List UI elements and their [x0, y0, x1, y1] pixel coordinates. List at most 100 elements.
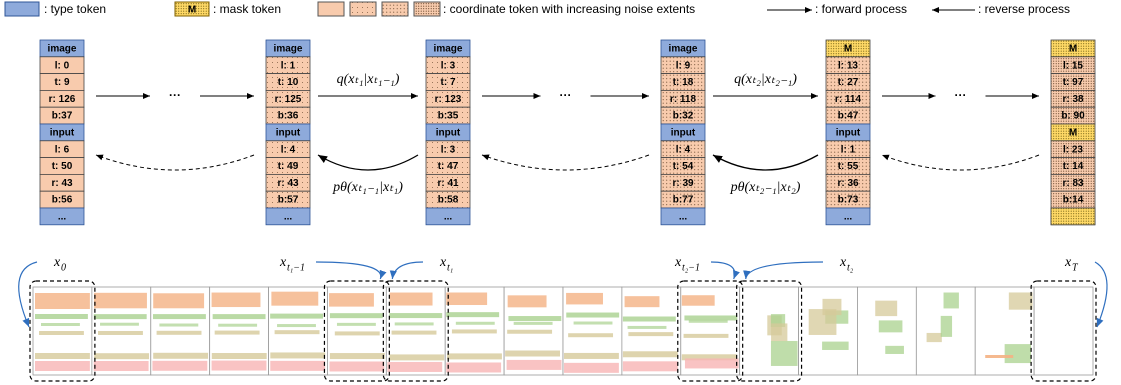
layout-box — [822, 341, 849, 350]
token-text: b:56 — [52, 195, 73, 206]
layout-box — [152, 314, 206, 320]
token-text: input — [671, 128, 696, 139]
state-subscript: t₁−1 — [287, 262, 305, 273]
layout-box — [684, 358, 739, 369]
layout-box — [211, 360, 267, 371]
reverse-label: pθ(xₜ₂₋₁|xₜ₂) — [730, 180, 801, 195]
legend-text: : coordinate token with increasing noise… — [443, 2, 695, 16]
layout-box — [568, 333, 614, 338]
reverse-arrow — [881, 154, 1040, 171]
state-subscript: 0 — [61, 262, 66, 273]
token-text: l: 3 — [441, 144, 456, 155]
token-text: t: 54 — [673, 161, 694, 172]
token — [425, 207, 471, 226]
layout-box — [100, 322, 139, 326]
layout-box — [681, 295, 715, 306]
token-text: l: 0 — [55, 60, 70, 71]
token-text: t: 47 — [438, 161, 459, 172]
layout-box — [159, 323, 199, 327]
layout-box — [39, 331, 84, 335]
token-text: ... — [284, 212, 293, 223]
layout-box — [211, 292, 261, 308]
token-text: image — [669, 44, 698, 55]
layout-box — [566, 292, 603, 305]
token-text: l: 23 — [1063, 144, 1083, 155]
layout-box — [627, 325, 667, 329]
layout-box — [878, 320, 903, 333]
layout-box — [211, 353, 267, 360]
token-text: l: 13 — [838, 60, 858, 71]
token-text: b:35 — [438, 111, 459, 122]
token — [825, 207, 871, 226]
layout-box — [334, 331, 380, 336]
layout-box — [389, 313, 443, 319]
layout-box — [389, 292, 433, 306]
token-text: t: 14 — [1063, 161, 1084, 172]
token-text: b:37 — [52, 111, 73, 122]
layout-box — [93, 361, 149, 372]
state-label: x — [839, 255, 847, 270]
token-column: Ml: 15 t: 97 r: 38 b: 90 Ml: 23 t: 14 r: 83 b:1… — [1050, 39, 1096, 226]
token-text: input — [50, 128, 75, 139]
ellipsis: ··· — [560, 88, 572, 102]
token — [265, 207, 311, 226]
state-label: x — [279, 255, 287, 270]
token-text: M — [1069, 128, 1077, 139]
token-text: l: 1 — [281, 60, 296, 71]
layout-box — [683, 333, 729, 338]
coord-swatch — [317, 1, 345, 17]
layout-panel — [1033, 286, 1094, 376]
layout-box — [218, 323, 258, 327]
connector-arrow — [710, 261, 740, 280]
layout-box — [387, 361, 443, 372]
token-text: r: 36 — [837, 178, 859, 189]
token-text: l: 9 — [676, 60, 691, 71]
layout-box — [446, 292, 488, 306]
token-text: l: 4 — [281, 144, 296, 155]
coord-swatch — [413, 1, 441, 17]
connector-arrow — [18, 261, 38, 328]
state-subscript: t₁ — [447, 262, 453, 273]
layout-box — [513, 321, 553, 325]
mask-swatch — [174, 1, 210, 17]
token-text: r: 123 — [435, 94, 462, 105]
coord-swatch — [349, 1, 377, 17]
token-text: t: 55 — [838, 161, 859, 172]
ellipsis: ··· — [169, 88, 181, 102]
state-label: x — [1064, 255, 1072, 270]
token-text: l: 1 — [841, 144, 856, 155]
layout-box — [35, 353, 90, 359]
layout-box — [771, 323, 788, 342]
connector-arrow — [389, 261, 424, 280]
token-text: b:73 — [838, 195, 859, 206]
token-text: b:77 — [673, 195, 694, 206]
layout-box — [508, 316, 562, 322]
token-text: ... — [844, 212, 853, 223]
token-text: r: 43 — [51, 178, 73, 189]
token-text: r: 126 — [49, 94, 76, 105]
layout-box — [455, 321, 495, 325]
token-text: t: 27 — [838, 77, 859, 88]
connector-arrow — [315, 261, 387, 280]
token-text: t: 9 — [55, 77, 70, 88]
token-text: b:58 — [438, 195, 459, 206]
layout-box — [394, 322, 434, 326]
layout-box — [270, 360, 326, 371]
layout-box — [507, 329, 553, 334]
token-text: t: 97 — [1063, 77, 1084, 88]
token-text: t: 49 — [278, 161, 299, 172]
token-text: t: 18 — [673, 77, 694, 88]
layout-box — [564, 352, 619, 359]
layout-box — [573, 321, 613, 325]
state-subscript: T — [1072, 262, 1079, 273]
token-text: b:57 — [278, 195, 299, 206]
layout-box — [684, 315, 738, 321]
token — [1050, 207, 1096, 226]
token-text: l: 4 — [676, 144, 691, 155]
token-text: image — [434, 44, 463, 55]
coord-swatch — [381, 1, 409, 17]
token-text: b: 90 — [1061, 111, 1085, 122]
token-text: image — [274, 44, 303, 55]
layout-box — [274, 330, 320, 335]
token-text: input — [436, 128, 461, 139]
